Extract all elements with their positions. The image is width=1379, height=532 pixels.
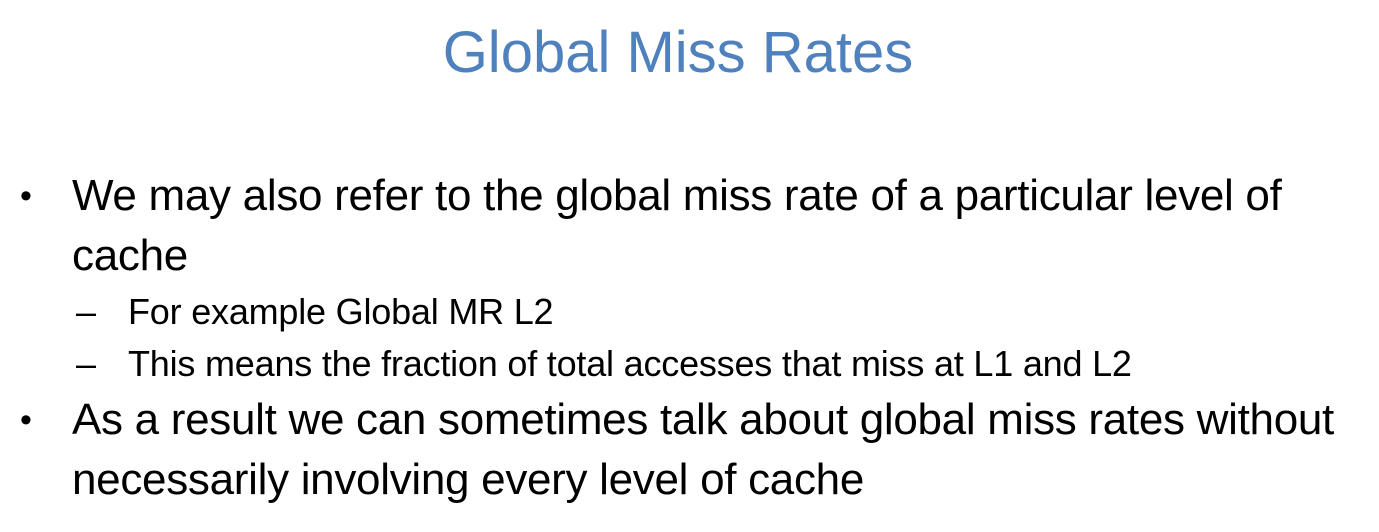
bullet-marker: • <box>20 177 32 215</box>
bullet-item: • As a result we can sometimes talk abou… <box>0 390 1379 510</box>
sub-bullet-marker: – <box>76 343 96 384</box>
slide-title: Global Miss Rates <box>442 20 914 85</box>
bullet-list: • We may also refer to the global miss r… <box>0 166 1379 510</box>
sub-bullet-item: – For example Global MR L2 <box>0 286 1379 338</box>
bullet-text: As a result we can sometimes talk about … <box>72 395 1334 504</box>
bullet-item: • We may also refer to the global miss r… <box>0 166 1379 286</box>
bullet-marker: • <box>20 401 32 439</box>
sub-bullet-marker: – <box>76 291 96 332</box>
sub-bullet-text: This means the fraction of total accesse… <box>128 343 1132 384</box>
sub-bullet-text: For example Global MR L2 <box>128 291 554 332</box>
sub-bullet-item: – This means the fraction of total acces… <box>0 338 1379 390</box>
bullet-text: We may also refer to the global miss rat… <box>72 171 1282 280</box>
